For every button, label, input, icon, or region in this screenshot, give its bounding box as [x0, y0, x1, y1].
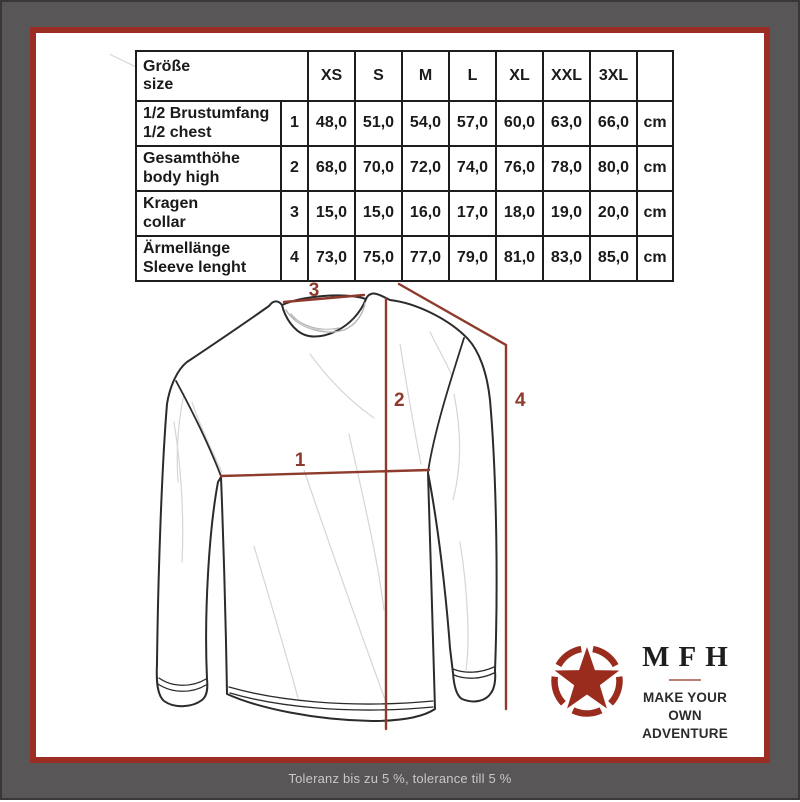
size-col-header: M	[401, 50, 450, 102]
table-header-label-en: size	[143, 76, 174, 93]
row-label-en: collar	[143, 213, 186, 231]
table-header-row: Größe size XS S M L XL XXL 3XL	[135, 50, 674, 102]
value-cell: 60,0	[495, 100, 544, 147]
row-label: Kragen collar	[135, 190, 282, 237]
unit-cell: cm	[636, 190, 674, 237]
value-cell: 85,0	[589, 235, 638, 282]
unit-cell: cm	[636, 235, 674, 282]
size-col-header: S	[354, 50, 403, 102]
value-cell: 77,0	[401, 235, 450, 282]
value-cell: 72,0	[401, 145, 450, 192]
row-index: 2	[280, 145, 309, 192]
value-cell: 51,0	[354, 100, 403, 147]
row-index: 4	[280, 235, 309, 282]
value-cell: 48,0	[307, 100, 356, 147]
row-index: 3	[280, 190, 309, 237]
brand-block: MFH MAKE YOUR OWN ADVENTURE	[625, 643, 745, 744]
unit-cell: cm	[636, 100, 674, 147]
value-cell: 18,0	[495, 190, 544, 237]
value-cell: 66,0	[589, 100, 638, 147]
value-cell: 68,0	[307, 145, 356, 192]
table-header-label: Größe size	[135, 50, 309, 102]
row-label: 1/2 Brustumfang 1/2 chest	[135, 100, 282, 147]
row-label-en: body high	[143, 168, 220, 186]
value-cell: 80,0	[589, 145, 638, 192]
brand-divider	[669, 679, 701, 681]
row-label-de: Ärmellänge	[143, 240, 231, 258]
value-cell: 17,0	[448, 190, 497, 237]
size-col-header: XS	[307, 50, 356, 102]
row-label-en: Sleeve lenght	[143, 258, 247, 276]
table-row-collar: Kragen collar 3 15,0 15,0 16,0 17,0 18,0…	[135, 190, 674, 237]
size-col-header: L	[448, 50, 497, 102]
value-cell: 73,0	[307, 235, 356, 282]
size-col-header: 3XL	[589, 50, 638, 102]
brand-name: MFH	[642, 641, 737, 673]
value-cell: 79,0	[448, 235, 497, 282]
row-label-de: 1/2 Brustumfang	[143, 105, 270, 123]
unit-col-header	[636, 50, 674, 102]
row-label-en: 1/2 chest	[143, 123, 212, 141]
value-cell: 15,0	[307, 190, 356, 237]
row-label-de: Kragen	[143, 195, 199, 213]
value-cell: 20,0	[589, 190, 638, 237]
value-cell: 63,0	[542, 100, 591, 147]
brand-tagline-line1: MAKE YOUR OWN	[642, 690, 728, 724]
size-col-header: XXL	[542, 50, 591, 102]
row-label-de: Gesamthöhe	[143, 150, 240, 168]
size-col-header: XL	[495, 50, 544, 102]
value-cell: 76,0	[495, 145, 544, 192]
value-cell: 78,0	[542, 145, 591, 192]
value-cell: 19,0	[542, 190, 591, 237]
row-label: Gesamthöhe body high	[135, 145, 282, 192]
value-cell: 54,0	[401, 100, 450, 147]
row-label: Ärmellänge Sleeve lenght	[135, 235, 282, 282]
table-row-sleeve: Ärmellänge Sleeve lenght 4 73,0 75,0 77,…	[135, 235, 674, 282]
value-cell: 74,0	[448, 145, 497, 192]
value-cell: 75,0	[354, 235, 403, 282]
value-cell: 16,0	[401, 190, 450, 237]
value-cell: 15,0	[354, 190, 403, 237]
table-header-label-de: Größe	[143, 57, 191, 75]
value-cell: 81,0	[495, 235, 544, 282]
value-cell: 83,0	[542, 235, 591, 282]
row-index: 1	[280, 100, 309, 147]
value-cell: 57,0	[448, 100, 497, 147]
tolerance-note: Toleranz bis zu 5 %, tolerance till 5 %	[288, 771, 512, 786]
table-row-height: Gesamthöhe body high 2 68,0 70,0 72,0 74…	[135, 145, 674, 192]
size-table: Größe size XS S M L XL XXL 3XL 1/2 Brust…	[135, 50, 674, 282]
brand-tagline-line2: ADVENTURE	[642, 726, 728, 742]
value-cell: 70,0	[354, 145, 403, 192]
unit-cell: cm	[636, 145, 674, 192]
table-row-chest: 1/2 Brustumfang 1/2 chest 1 48,0 51,0 54…	[135, 100, 674, 147]
